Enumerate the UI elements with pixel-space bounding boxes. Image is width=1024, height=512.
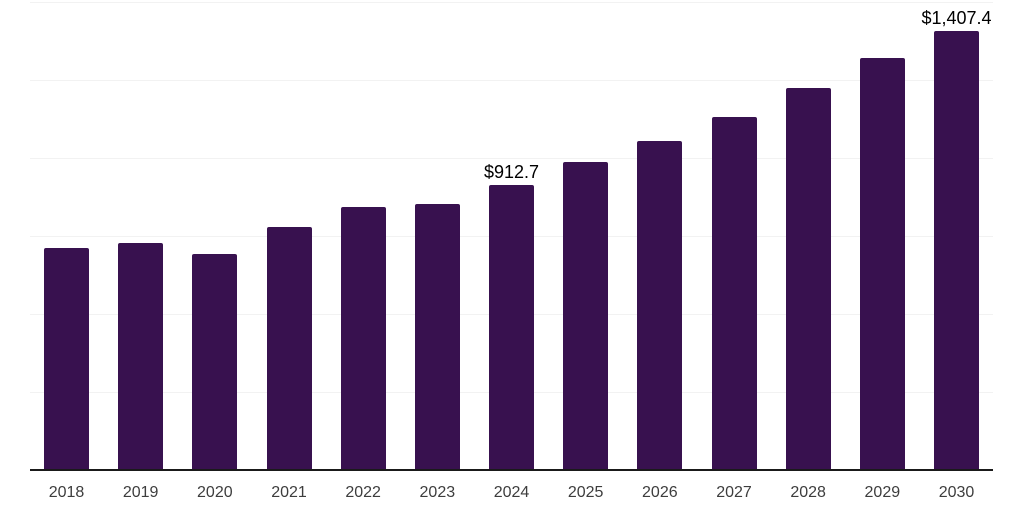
bar-2029	[859, 58, 905, 470]
x-axis-label-2029: 2029	[864, 484, 901, 501]
x-axis-label-2023: 2023	[419, 484, 456, 501]
x-axis-label-2020: 2020	[197, 484, 233, 501]
bar-2030	[934, 30, 979, 470]
x-axis-line	[30, 469, 993, 471]
x-axis-label-2030: 2030	[938, 484, 975, 501]
bar-2025	[563, 161, 609, 470]
x-axis-label-2026: 2026	[642, 484, 678, 501]
gridline-1000	[30, 158, 993, 159]
x-axis-label-2024: 2024	[493, 484, 530, 501]
value-label-2024: $912.7	[483, 162, 540, 183]
gridline-1250	[30, 80, 993, 81]
x-axis-label-2018: 2018	[48, 484, 85, 501]
bar-2022	[340, 207, 386, 470]
bar-2028	[785, 88, 831, 470]
bar-2026	[637, 140, 683, 470]
x-axis-label-2021: 2021	[271, 484, 307, 501]
x-axis-label-2025: 2025	[567, 484, 604, 501]
value-label-2030: $1,407.4	[921, 7, 992, 28]
x-axis-label-2027: 2027	[716, 484, 752, 501]
x-axis-label-2028: 2028	[790, 484, 826, 501]
bar-2024	[489, 185, 534, 470]
bar-2023	[414, 204, 460, 470]
bar-2018	[44, 248, 89, 470]
gridline-1500	[30, 2, 993, 3]
x-axis-label-2022: 2022	[345, 484, 381, 501]
bar-2019	[118, 243, 164, 470]
bar-2020	[192, 254, 238, 470]
x-axis-label-2019: 2019	[122, 484, 159, 501]
bar-2027	[711, 116, 757, 470]
bar-2021	[266, 227, 312, 470]
